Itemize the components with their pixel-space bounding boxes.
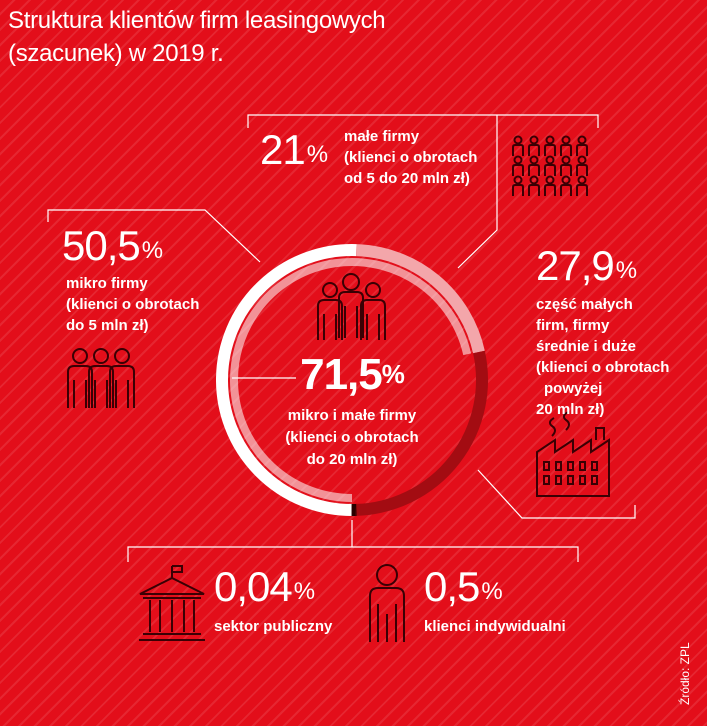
label-duze-text: część małych firm, firmy średnie i duże … <box>536 296 670 418</box>
person-icon <box>369 564 405 642</box>
connector-male <box>457 115 498 269</box>
center-value: 71,5% <box>300 350 405 399</box>
source-note: Źródło: ZPL <box>678 642 692 705</box>
connector-lines <box>47 114 636 562</box>
factory-icon <box>536 411 610 497</box>
label-indywidualni-value: 0,5% <box>424 563 503 610</box>
public-building-icon <box>139 565 205 641</box>
ring-group-mikro-male <box>230 258 472 502</box>
donut-ring <box>216 244 488 516</box>
ring-slice-duze <box>356 350 488 516</box>
label-mikro-value: 50,5% <box>62 222 164 269</box>
connector-male-bracket <box>247 114 599 128</box>
people-group-icon <box>67 348 135 408</box>
title-line-1: Struktura klientów firm leasingowych <box>8 7 386 34</box>
connector-duze <box>477 469 636 519</box>
chart-title: Struktura klientów firm leasingowych (sz… <box>8 4 508 70</box>
label-publiczny-text: sektor publiczny <box>214 618 333 635</box>
title-line-2: (szacunek) w 2019 r. <box>8 40 224 67</box>
center-text: mikro i małe firmy (klienci o obrotach d… <box>285 407 419 468</box>
connector-bottom-bracket <box>127 546 579 562</box>
label-duze-value: 27,9% <box>536 242 638 289</box>
label-male-text: małe firmy (klienci o obrotach od 5 do 2… <box>344 128 478 187</box>
label-publiczny-value: 0,04% <box>214 563 316 610</box>
label-indywidualni-text: klienci indywidualni <box>424 618 566 635</box>
connector-mikro <box>47 209 261 263</box>
people-center-icon <box>317 273 386 340</box>
people-crowd-icon <box>512 135 588 196</box>
label-mikro-text: mikro firmy (klienci o obrotach do 5 mln… <box>66 275 200 334</box>
label-male-value: 21% <box>260 126 329 173</box>
ring-slice-male <box>356 244 485 354</box>
ring-slice-mikro <box>216 244 357 516</box>
